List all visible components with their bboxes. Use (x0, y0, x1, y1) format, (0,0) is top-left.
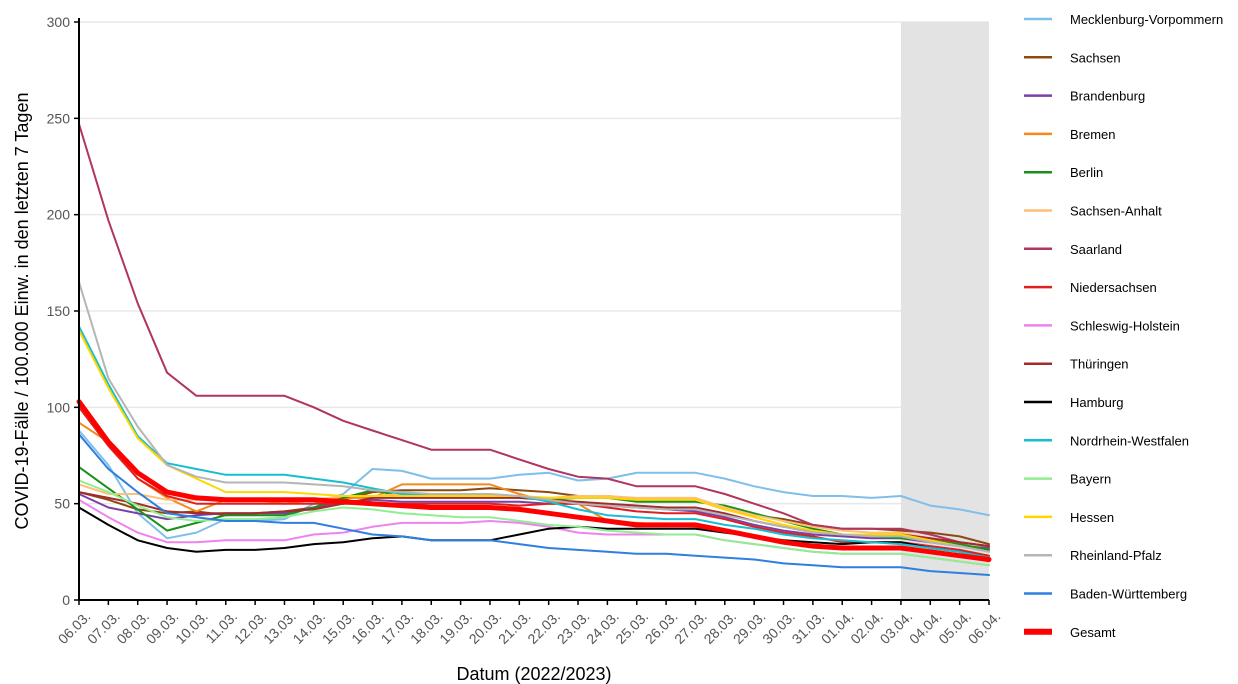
x-tick-label: 18.03. (407, 608, 446, 647)
legend-label-brandenburg: Brandenburg (1070, 89, 1145, 104)
legend-label-baden-württemberg: Baden-Württemberg (1070, 587, 1187, 602)
series-line-saarland (78, 123, 990, 548)
x-tick-label: 06.04. (965, 608, 1004, 647)
y-tick-label: 50 (54, 496, 70, 512)
legend-label-bremen: Bremen (1070, 127, 1116, 142)
axes (74, 18, 990, 605)
x-tick-label: 04.04. (906, 608, 945, 647)
x-tick-label: 27.03. (671, 608, 710, 647)
legend-label-sachsen-anhalt: Sachsen-Anhalt (1070, 204, 1162, 219)
legend: Mecklenburg-Vorpommern Sachsen Brandenburg… (1024, 12, 1223, 640)
legend-label-bayern: Bayern (1070, 472, 1111, 487)
x-tick-label: 15.03. (319, 608, 358, 647)
gridlines (79, 21, 989, 505)
y-tick-label: 250 (47, 110, 71, 126)
x-tick-label: 12.03. (231, 608, 270, 647)
legend-label-berlin: Berlin (1070, 165, 1103, 180)
x-tick-label: 17.03. (378, 608, 417, 647)
x-tick-label: 24.03. (583, 608, 622, 647)
series-lines (76, 123, 992, 576)
legend-label-sachsen: Sachsen (1070, 50, 1121, 65)
legend-label-hamburg: Hamburg (1070, 395, 1123, 410)
x-tick-label: 07.03. (84, 608, 123, 647)
x-tick-label: 01.04. (818, 608, 857, 647)
legend-label-thüringen: Thüringen (1070, 357, 1129, 372)
x-tick-label: 20.03. (466, 608, 505, 647)
legend-label-schleswig-holstein: Schleswig-Holstein (1070, 318, 1180, 333)
x-tick-label: 30.03. (759, 608, 798, 647)
x-tick-labels: 06.03.07.03.08.03.09.03.10.03.11.03.12.0… (55, 608, 1004, 647)
x-tick-label: 08.03. (113, 608, 152, 647)
forecast-shaded-region (900, 22, 989, 600)
series-line-hamburg (78, 506, 990, 559)
legend-label-niedersachsen: Niedersachsen (1070, 280, 1157, 295)
legend-label-hessen: Hessen (1070, 510, 1114, 525)
y-tick-label: 200 (47, 207, 71, 223)
y-tick-labels: 0 50 100 150 200 250 300 (47, 14, 71, 608)
x-tick-label: 28.03. (700, 608, 739, 647)
legend-label-nordrhein-westfalen: Nordrhein-Westfalen (1070, 433, 1189, 448)
x-tick-label: 22.03. (524, 608, 563, 647)
x-tick-label: 29.03. (730, 608, 769, 647)
x-tick-label: 31.03. (789, 608, 828, 647)
series-line-baden-württemberg (78, 433, 990, 576)
legend-label-gesamt: Gesamt (1070, 625, 1116, 640)
legend-label-rheinland-pfalz: Rheinland-Pfalz (1070, 548, 1162, 563)
x-tick-label: 16.03. (348, 608, 387, 647)
y-axis-title: COVID-19-Fälle / 100.000 Einw. in den le… (12, 93, 32, 530)
legend-label-saarland: Saarland (1070, 242, 1122, 257)
series-line-bayern (78, 479, 990, 567)
legend-label-mecklenburg-vorpommern: Mecklenburg-Vorpommern (1070, 12, 1223, 27)
series-line-gesamt (76, 399, 992, 562)
x-tick-label: 13.03. (260, 608, 299, 647)
x-tick-label: 21.03. (495, 608, 534, 647)
x-axis-title: Datum (2022/2023) (456, 664, 611, 684)
y-tick-label: 150 (47, 303, 71, 319)
x-tick-label: 05.04. (935, 608, 974, 647)
x-tick-label: 14.03. (289, 608, 328, 647)
x-tick-label: 06.03. (55, 608, 94, 647)
x-tick-label: 09.03. (143, 608, 182, 647)
series-line-niedersachsen (78, 406, 990, 557)
y-tick-label: 0 (62, 592, 70, 608)
series-line-brandenburg (78, 493, 990, 549)
x-tick-label: 26.03. (642, 608, 681, 647)
series-line-rheinland-pfalz (78, 281, 990, 553)
x-tick-label: 23.03. (554, 608, 593, 647)
x-tick-label: 02.04. (847, 608, 886, 647)
x-tick-label: 25.03. (612, 608, 651, 647)
x-tick-label: 19.03. (436, 608, 475, 647)
x-tick-label: 10.03. (172, 608, 211, 647)
y-tick-label: 300 (47, 14, 71, 30)
y-tick-label: 100 (47, 399, 71, 415)
x-tick-label: 03.04. (877, 608, 916, 647)
